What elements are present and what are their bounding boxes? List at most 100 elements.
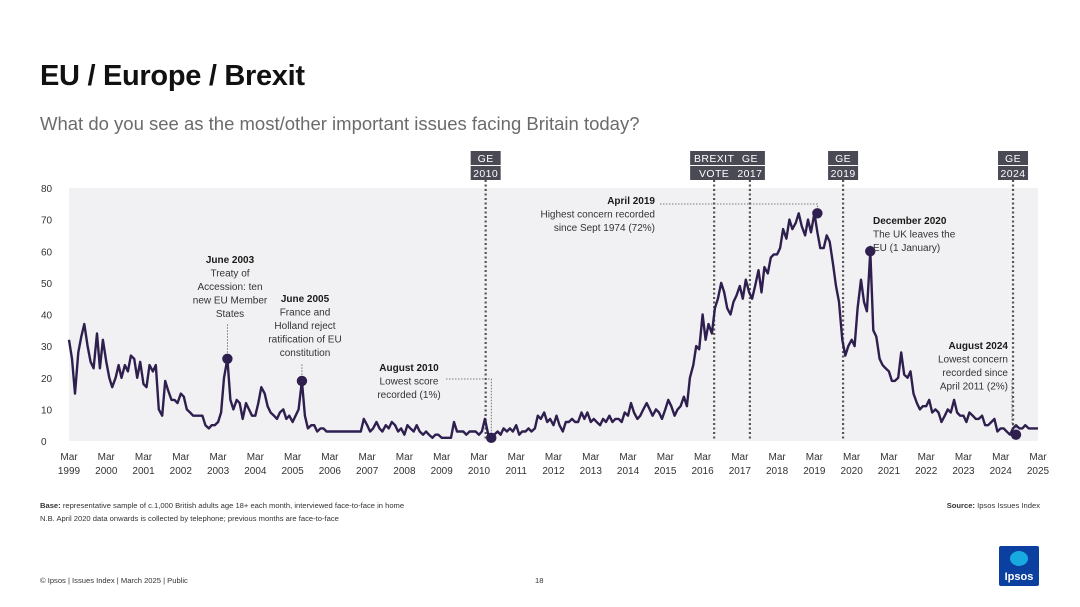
source-label: Source:	[946, 501, 975, 510]
highlight-point	[222, 353, 233, 364]
y-tick-label: 30	[41, 342, 53, 353]
x-tick-year: 2017	[729, 466, 752, 477]
y-tick-label: 20	[41, 374, 53, 385]
annotation-line: Holland reject	[274, 321, 335, 332]
x-tick-year: 2021	[878, 466, 901, 477]
highlight-point	[296, 375, 308, 387]
annotation-line: new EU Member	[193, 296, 268, 307]
highlight-point	[865, 246, 876, 257]
x-tick-month: Mar	[359, 452, 377, 463]
x-tick-month: Mar	[209, 452, 227, 463]
x-tick-month: Mar	[843, 452, 861, 463]
event-label-bottom: 2010	[473, 168, 498, 180]
x-tick-month: Mar	[992, 452, 1010, 463]
footnote-base: Base: representative sample of c.1,000 B…	[40, 501, 404, 510]
annotation-title: December 2020	[873, 216, 947, 227]
event-label-top: GE	[1005, 153, 1021, 165]
event-label-top: GE	[835, 153, 851, 165]
event-label-bottom: 2019	[831, 168, 856, 180]
x-tick-month: Mar	[433, 452, 451, 463]
x-tick-year: 2020	[841, 466, 864, 477]
x-tick-month: Mar	[918, 452, 936, 463]
event-box-bottom	[828, 166, 859, 180]
annotation-line: Accession: ten	[197, 282, 262, 293]
x-tick-year: 2015	[654, 466, 677, 477]
event-box-top	[470, 151, 501, 165]
x-tick-month: Mar	[619, 452, 637, 463]
annotation-leader-line	[1011, 380, 1017, 430]
event-box-bottom	[998, 166, 1029, 180]
series-line-eu-europe-brexit	[67, 212, 1038, 439]
x-tick-year: 2024	[990, 466, 1013, 477]
event-label-bottom: 2017	[737, 168, 762, 180]
annotation-title: April 2019	[607, 196, 655, 207]
x-tick-year: 2005	[281, 466, 304, 477]
y-tick-label: 70	[41, 216, 53, 227]
annotation-line: ratification of EU	[268, 335, 341, 346]
logo-text: Ipsos	[1004, 571, 1034, 583]
ipsos-logo: Ipsos	[999, 546, 1039, 586]
x-tick-month: Mar	[284, 452, 302, 463]
footnote-nb: N.B. April 2020 data onwards is collecte…	[40, 514, 339, 523]
line-chart: 0 10 20 30 40 50 60 70 80 Mar 1999 Mar 2000 Mar 2001 Ma…	[41, 151, 1050, 477]
event-box-top	[998, 151, 1029, 165]
x-tick-year: 2013	[580, 466, 603, 477]
highlight-point	[486, 432, 497, 444]
logo-bubble-icon	[1010, 551, 1028, 566]
annotation-line: EU (1 January)	[873, 243, 940, 254]
x-tick-month: Mar	[806, 452, 824, 463]
page-number: 18	[535, 576, 544, 585]
x-tick-year: 2014	[617, 466, 640, 477]
x-tick-year: 2012	[542, 466, 565, 477]
event-label-top: GE	[742, 153, 758, 165]
annotation-title: August 2024	[949, 341, 1009, 352]
event-box-top	[828, 151, 859, 165]
x-tick-year: 2019	[803, 466, 826, 477]
annotation-line: April 2011 (2%)	[940, 382, 1008, 393]
highlight-point	[1010, 429, 1022, 440]
x-tick-year: 2025	[1027, 466, 1050, 477]
annotation-line: recorded (1%)	[377, 390, 440, 401]
page-subtitle: What do you see as the most/other import…	[40, 113, 640, 134]
x-tick-month: Mar	[470, 452, 488, 463]
annotation-line: France and	[280, 308, 331, 319]
highlight-point	[812, 208, 823, 219]
x-tick-month: Mar	[582, 452, 600, 463]
y-tick-label: 60	[41, 247, 53, 258]
page-title: EU / Europe / Brexit	[40, 60, 305, 92]
x-tick-month: Mar	[508, 452, 526, 463]
x-tick-year: 2007	[356, 466, 379, 477]
event-box-bottom	[690, 166, 739, 180]
y-tick-label: 50	[41, 279, 53, 290]
annotation-title: August 2010	[379, 363, 439, 374]
event-label-top: GE	[478, 153, 494, 165]
x-tick-month: Mar	[172, 452, 190, 463]
annotation-line: since Sept 1974 (72%)	[554, 223, 655, 234]
x-tick-year: 2001	[132, 466, 155, 477]
x-tick-month: Mar	[247, 452, 265, 463]
event-box-top	[734, 151, 765, 165]
event-label-bottom: 2024	[1001, 168, 1026, 180]
y-tick-label: 0	[41, 437, 47, 448]
annotation-line: Highest concern recorded	[540, 210, 655, 221]
x-tick-year: 2002	[170, 466, 193, 477]
annotation-line: The UK leaves the	[873, 230, 956, 241]
x-tick-month: Mar	[731, 452, 749, 463]
x-tick-month: Mar	[545, 452, 563, 463]
x-tick-month: Mar	[657, 452, 675, 463]
annotation-line: States	[216, 309, 244, 320]
event-box-bottom	[470, 166, 501, 180]
x-tick-month: Mar	[694, 452, 712, 463]
y-tick-label: 80	[41, 184, 53, 195]
footer-text: © Ipsos | Issues Index | March 2025 | Pu…	[40, 576, 188, 585]
annotation-title: June 2005	[281, 294, 330, 305]
x-tick-year: 2022	[915, 466, 938, 477]
x-tick-year: 2010	[468, 466, 491, 477]
annotation-line: Lowest score	[380, 377, 439, 388]
source-note: Source: Ipsos Issues Index	[947, 501, 1040, 510]
x-tick-year: 2008	[393, 466, 416, 477]
footnote-base-text: representative sample of c.1,000 British…	[62, 501, 405, 510]
x-tick-month: Mar	[1029, 452, 1047, 463]
annotation-line: constitution	[280, 348, 331, 359]
x-tick-month: Mar	[321, 452, 339, 463]
